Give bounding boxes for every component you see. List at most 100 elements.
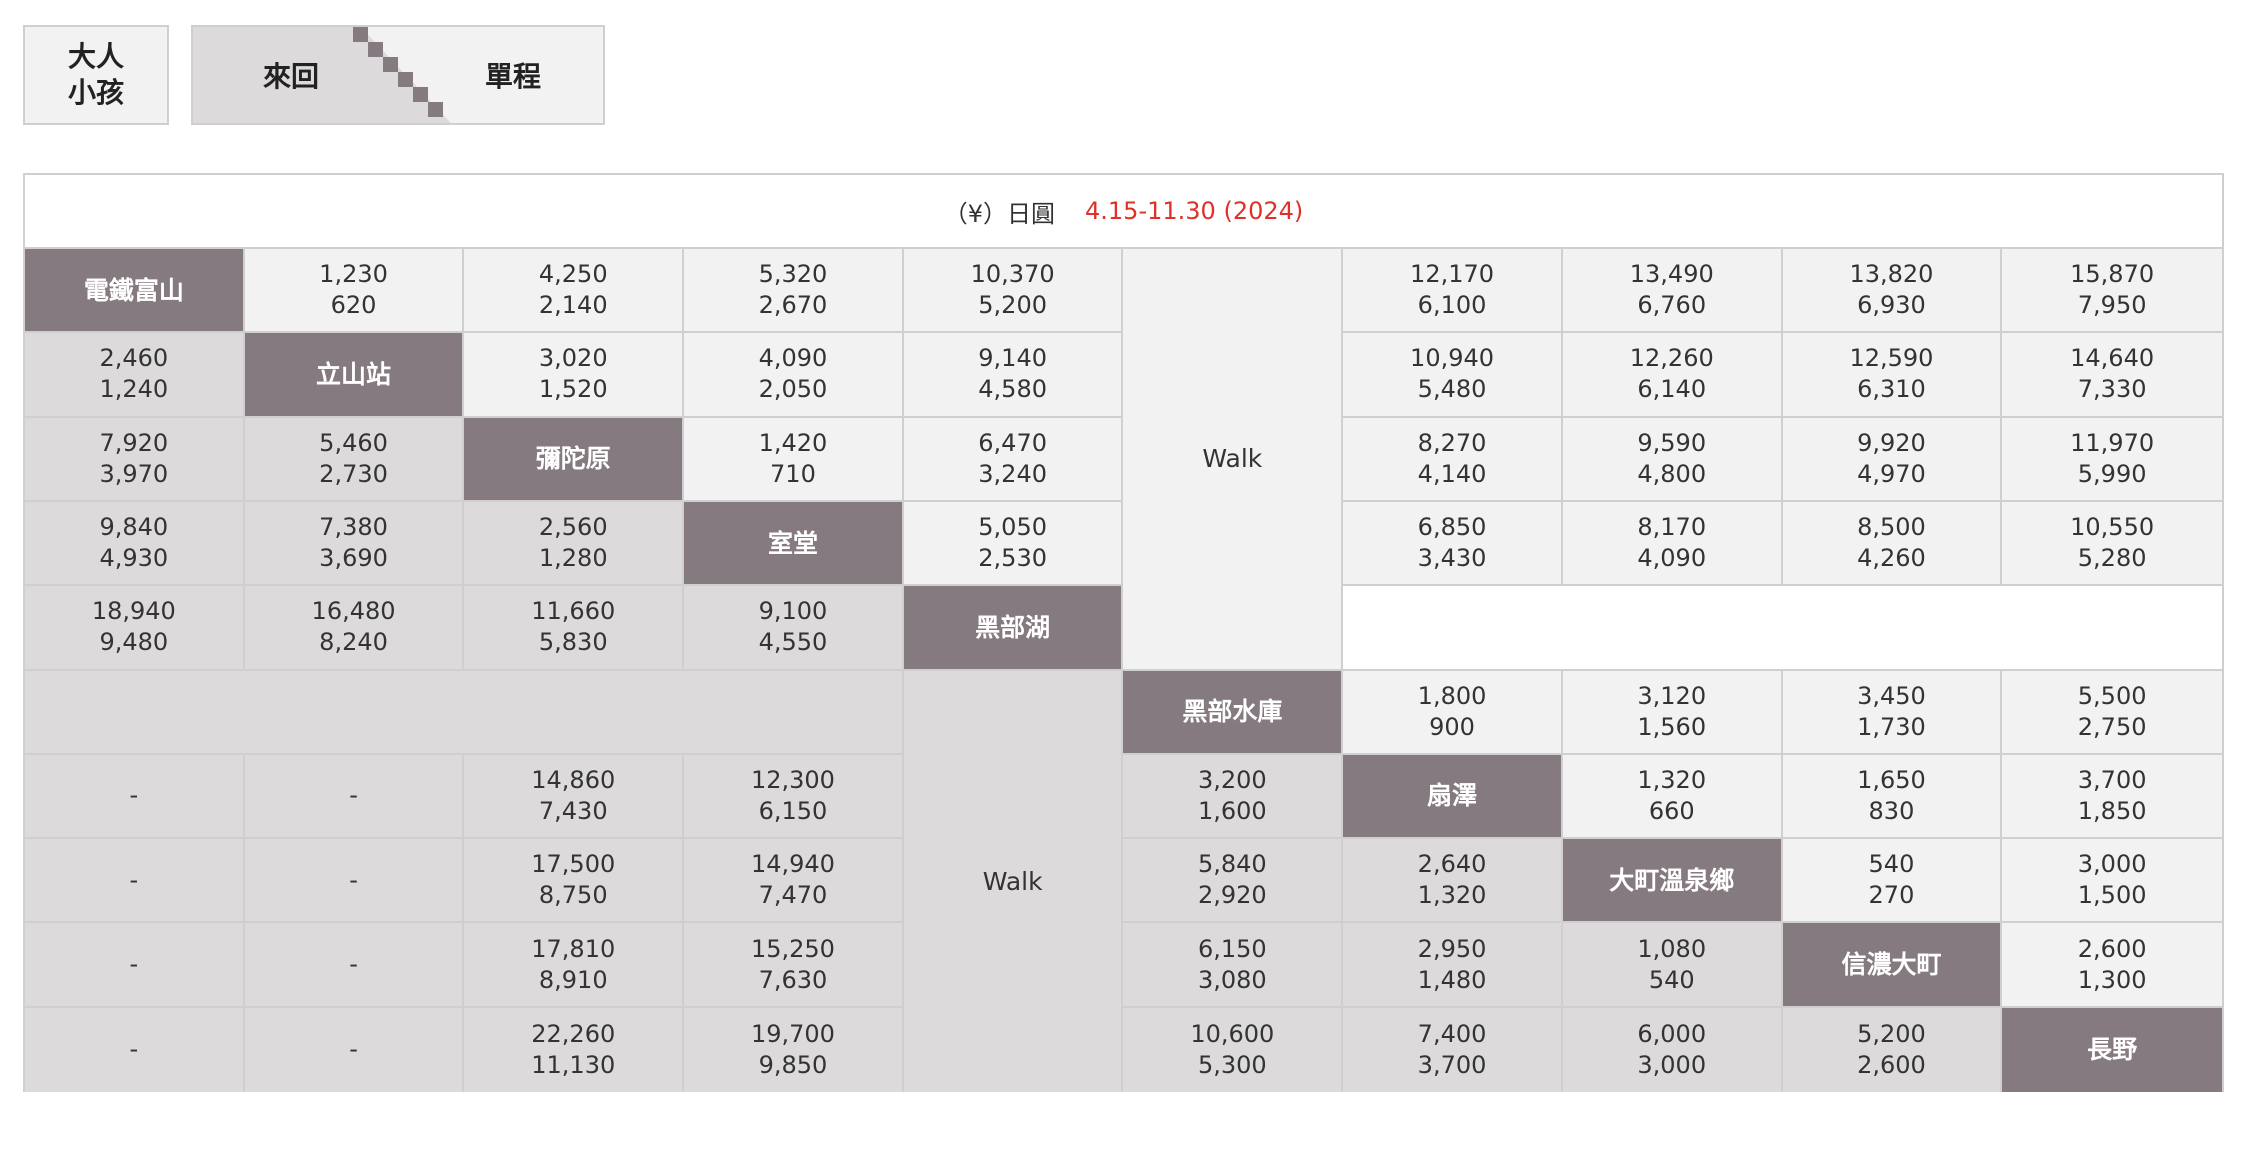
station-name: 信濃大町 bbox=[1841, 950, 1942, 980]
fare-unavailable: - bbox=[349, 950, 358, 979]
adult-fare: 8,170 bbox=[1637, 513, 1707, 542]
adult-fare: 17,500 bbox=[531, 850, 616, 879]
fare-cell: 6,000 3,000 bbox=[1562, 1007, 1783, 1092]
fare-cell: - bbox=[25, 839, 245, 924]
fare-cell: 11,660 5,830 bbox=[464, 586, 685, 671]
fare-cell: 12,170 6,100 bbox=[1343, 249, 1563, 334]
fare-cell: 4,090 2,050 bbox=[684, 333, 904, 418]
fare-cell: 3,700 1,850 bbox=[2002, 754, 2222, 840]
child-fare: 3,240 bbox=[978, 459, 1047, 488]
adult-fare: 9,920 bbox=[1857, 428, 1926, 457]
station-cell: 電鐵富山 bbox=[25, 249, 245, 334]
adult-fare: 2,460 bbox=[99, 344, 169, 373]
station-name: 立山站 bbox=[316, 359, 392, 389]
fare-cell: 5,460 2,730 bbox=[244, 417, 465, 502]
adult-fare: 7,920 bbox=[99, 428, 169, 457]
fare-cell: 8,500 4,260 bbox=[1782, 501, 2003, 587]
station-name: 彌陀原 bbox=[535, 444, 611, 474]
adult-fare: 12,300 bbox=[750, 765, 835, 794]
fare-unavailable: - bbox=[129, 1035, 139, 1064]
child-fare: 7,330 bbox=[2077, 375, 2147, 404]
blank-block bbox=[25, 670, 904, 755]
fare-cell: 1,650 830 bbox=[1782, 754, 2003, 840]
station-cell: 立山站 bbox=[244, 333, 465, 418]
walk-label: Walk bbox=[982, 866, 1043, 896]
fare-cell: 10,370 5,200 bbox=[903, 249, 1124, 334]
child-fare: 270 bbox=[1868, 881, 1915, 910]
adult-fare: 9,100 bbox=[758, 597, 828, 626]
adult-fare: 4,090 bbox=[758, 344, 828, 373]
adult-fare: 12,170 bbox=[1410, 260, 1495, 289]
child-fare: 1,280 bbox=[538, 544, 608, 573]
fare-cell: 11,970 5,990 bbox=[2002, 417, 2222, 502]
adult-fare: 15,870 bbox=[2070, 260, 2155, 289]
diagonal-step-icon bbox=[398, 72, 413, 87]
fare-cell: 2,600 1,300 bbox=[2002, 923, 2222, 1008]
fare-cell: 4,250 2,140 bbox=[464, 249, 685, 334]
child-fare: 2,140 bbox=[538, 291, 608, 320]
adult-fare: 5,500 bbox=[2077, 681, 2147, 710]
diagonal-step-icon bbox=[428, 102, 443, 117]
fare-cell: 6,150 3,080 bbox=[1123, 923, 1344, 1008]
station-cell: 大町溫泉鄉 bbox=[1562, 839, 1783, 924]
fare-table-caption: （¥）日圓 4.15-11.30 (2024) bbox=[25, 175, 2222, 249]
adult-fare: 13,820 bbox=[1849, 260, 1934, 289]
child-fare: 1,240 bbox=[99, 375, 169, 404]
adult-fare: 3,450 bbox=[1857, 681, 1926, 710]
fare-cell: 1,230 620 bbox=[244, 249, 465, 334]
fare-cell: 13,490 6,760 bbox=[1562, 249, 1783, 334]
fare-cell: 10,550 5,280 bbox=[2002, 501, 2222, 587]
fare-cell: 7,920 3,970 bbox=[25, 417, 245, 502]
station-cell: 彌陀原 bbox=[464, 417, 685, 502]
adult-fare: 1,420 bbox=[758, 428, 828, 457]
adult-fare: 3,200 bbox=[1197, 765, 1267, 794]
adult-fare: 14,940 bbox=[750, 850, 835, 879]
fare-cell: 7,380 3,690 bbox=[244, 501, 465, 587]
diagonal-step-icon bbox=[368, 42, 383, 57]
child-fare: 3,080 bbox=[1197, 965, 1267, 994]
child-fare: 620 bbox=[330, 291, 377, 320]
adult-fare: 19,700 bbox=[750, 1019, 835, 1048]
child-fare: 4,970 bbox=[1857, 459, 1926, 488]
fare-cell: 8,170 4,090 bbox=[1562, 501, 1783, 587]
adult-fare: 1,080 bbox=[1637, 934, 1707, 963]
fare-unavailable: - bbox=[349, 781, 358, 810]
fare-cell: 5,840 2,920 bbox=[1123, 839, 1344, 924]
child-fare: 2,920 bbox=[1197, 881, 1267, 910]
adult-fare: 2,560 bbox=[538, 513, 608, 542]
fare-cell: 2,560 1,280 bbox=[464, 501, 685, 587]
adult-fare: 9,840 bbox=[99, 513, 169, 542]
fare-cell: 540 270 bbox=[1782, 839, 2003, 924]
fare-cell: 10,940 5,480 bbox=[1343, 333, 1563, 418]
child-fare: 1,520 bbox=[538, 375, 608, 404]
child-fare: 2,750 bbox=[2077, 712, 2147, 741]
fare-unavailable: - bbox=[349, 1035, 358, 1064]
fare-cell: 14,860 7,430 bbox=[464, 754, 685, 840]
child-fare: 1,500 bbox=[2077, 881, 2147, 910]
fare-cell: 1,420 710 bbox=[684, 417, 904, 502]
fare-cell: 15,870 7,950 bbox=[2002, 249, 2222, 334]
adult-fare: 540 bbox=[1868, 850, 1915, 879]
child-fare: 3,430 bbox=[1417, 544, 1487, 573]
child-fare: 4,140 bbox=[1417, 459, 1487, 488]
child-fare: 5,830 bbox=[538, 628, 608, 657]
fare-cell: 5,200 2,600 bbox=[1782, 1007, 2003, 1092]
child-fare: 2,730 bbox=[319, 459, 388, 488]
adult-fare: 12,260 bbox=[1629, 344, 1714, 373]
fare-cell: 13,820 6,930 bbox=[1782, 249, 2003, 334]
station-cell: 長野 bbox=[2002, 1007, 2222, 1092]
adult-fare: 10,940 bbox=[1410, 344, 1495, 373]
fare-cell: 1,080 540 bbox=[1562, 923, 1783, 1008]
child-fare: 5,990 bbox=[2077, 459, 2147, 488]
child-fare: 2,050 bbox=[758, 375, 828, 404]
child-fare: 2,670 bbox=[758, 291, 828, 320]
season-dates: 4.15-11.30 (2024) bbox=[1085, 197, 1304, 225]
fare-cell: 6,850 3,430 bbox=[1343, 501, 1563, 587]
station-name: 黑部湖 bbox=[975, 612, 1051, 642]
fare-cell: 18,940 9,480 bbox=[25, 586, 245, 671]
trip-type-legend[interactable]: 來回 單程 bbox=[191, 25, 605, 125]
passenger-type-legend[interactable]: 大人 小孩 bbox=[23, 25, 169, 125]
child-fare: 5,200 bbox=[978, 291, 1047, 320]
fare-cell: 10,600 5,300 bbox=[1123, 1007, 1344, 1092]
adult-fare: 2,950 bbox=[1417, 934, 1487, 963]
